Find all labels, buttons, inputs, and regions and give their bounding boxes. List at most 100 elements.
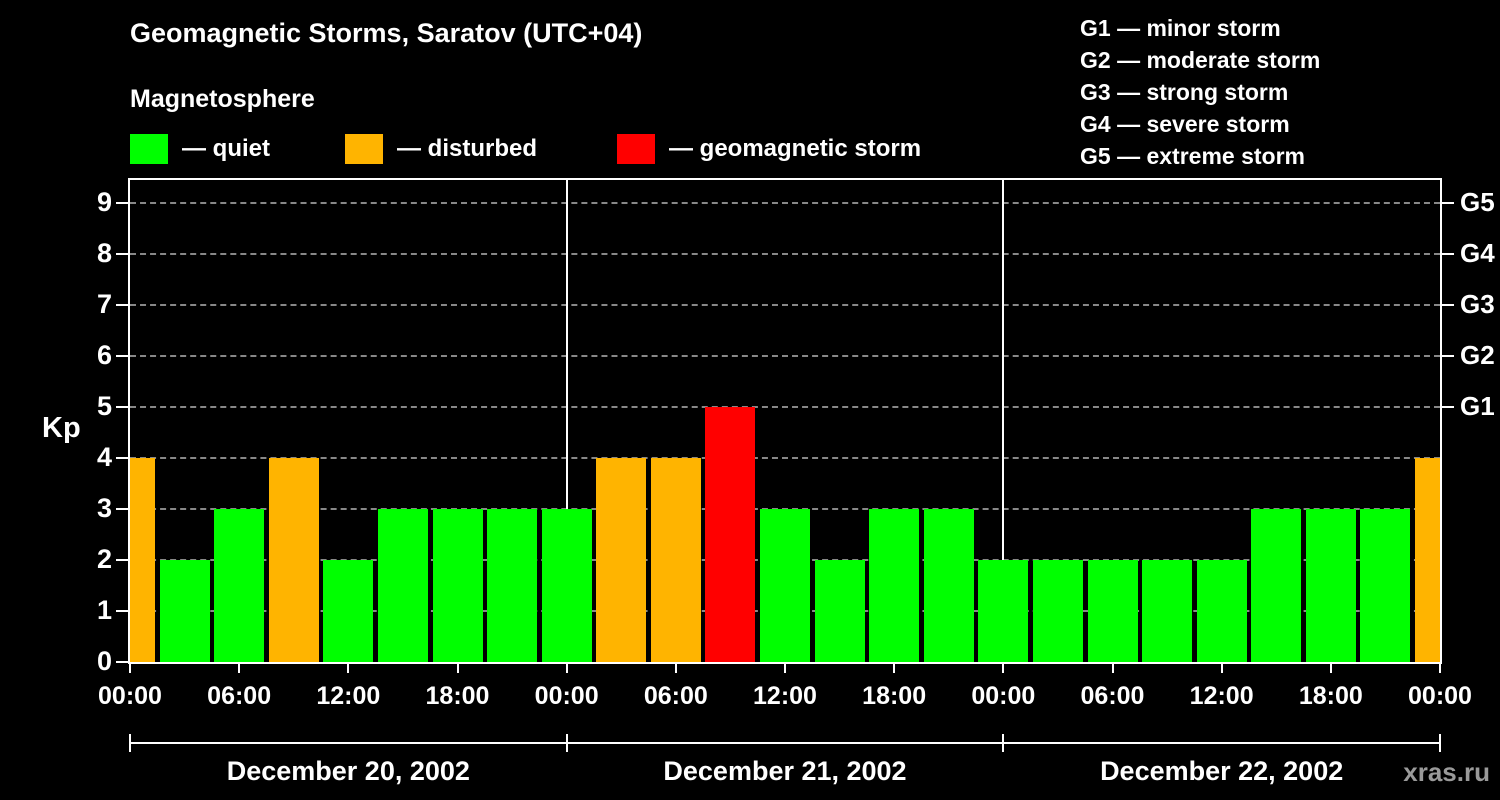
x-tick-label: 12:00 [316, 682, 381, 710]
g5-legend-line: G5 — extreme storm [1080, 143, 1305, 169]
x-tick [893, 664, 896, 673]
kp-bar-quiet [541, 509, 592, 662]
kp-bar-quiet [1251, 509, 1302, 662]
day-separator [565, 180, 568, 662]
y-tick [116, 304, 128, 306]
kp-bar-quiet [1360, 509, 1411, 662]
x-tick [1329, 664, 1332, 673]
kp-bar-disturbed [268, 458, 319, 662]
kp-bar-quiet [432, 509, 483, 662]
kp-bar-quiet [214, 509, 265, 662]
g2-legend-line: G2 — moderate storm [1080, 47, 1321, 73]
y-tick [116, 457, 128, 459]
gridline-kp6 [130, 355, 1440, 357]
x-tick-label: 06:00 [643, 682, 708, 710]
kp-bar-disturbed [130, 458, 155, 662]
kp-bar-quiet [1032, 560, 1083, 662]
day-separator [1002, 180, 1005, 662]
gridline-kp8 [130, 253, 1440, 255]
legend-quiet: — quiet [130, 133, 270, 165]
kp-bar-quiet [923, 509, 974, 662]
x-tick [238, 664, 241, 673]
y-tick-label-1: 1 [96, 595, 112, 625]
gridline-kp5 [130, 406, 1440, 408]
watermark: xras.ru [1403, 757, 1490, 787]
g1-legend-line: G1 — minor storm [1080, 15, 1281, 41]
x-tick-label: 00:00 [971, 682, 1036, 710]
x-tick-label: 18:00 [425, 682, 490, 710]
storm-swatch [617, 134, 655, 164]
g-label-G5: G5 [1460, 187, 1495, 217]
g-label-G2: G2 [1460, 340, 1495, 370]
y-axis-title: Kp [42, 412, 81, 444]
y-tick-label-7: 7 [96, 289, 112, 319]
gridline-kp7 [130, 304, 1440, 306]
y-tick [116, 355, 128, 357]
x-tick [347, 664, 350, 673]
legend-storm: — geomagnetic storm [617, 133, 921, 165]
g-tick [1442, 406, 1454, 408]
y-tick [116, 253, 128, 255]
x-tick-label: 12:00 [753, 682, 817, 710]
g-tick [1442, 355, 1454, 357]
y-tick-label-4: 4 [96, 442, 112, 472]
kp-bar-quiet [1196, 560, 1247, 662]
kp-bar-disturbed [1415, 458, 1440, 662]
g-label-G3: G3 [1460, 289, 1495, 319]
gridline-kp4 [130, 457, 1440, 459]
x-tick [784, 664, 786, 673]
y-tick-label-6: 6 [96, 340, 112, 370]
y-tick [116, 559, 128, 561]
kp-bar-quiet [978, 560, 1029, 662]
y-tick-label-0: 0 [96, 646, 112, 676]
date-axis-line [130, 742, 1440, 744]
g-tick [1442, 304, 1454, 306]
disturbed-swatch [345, 134, 383, 164]
legend-disturbed: — disturbed [345, 133, 537, 165]
x-tick [456, 664, 459, 673]
g4-legend-line: G4 — severe storm [1080, 111, 1290, 137]
x-tick-label: 18:00 [1298, 682, 1363, 710]
legend-storm-label: — geomagnetic storm [669, 135, 922, 162]
legend-disturbed-label: — disturbed [397, 135, 538, 162]
quiet-swatch [130, 134, 168, 164]
date-label: December 21, 2002 [663, 756, 907, 786]
x-tick-label: 06:00 [1080, 682, 1145, 710]
legend-quiet-label: — quiet [182, 135, 270, 162]
page-title: Geomagnetic Storms, Saratov (UTC+04) [130, 18, 643, 48]
x-tick-label: 00:00 [534, 682, 599, 710]
kp-bar-quiet [760, 509, 810, 662]
kp-bar-disturbed [650, 458, 701, 662]
kp-bar-quiet [323, 560, 374, 662]
g-label-G4: G4 [1460, 238, 1495, 268]
gridline-kp9 [130, 202, 1440, 204]
x-tick [1002, 664, 1005, 673]
g-tick [1442, 202, 1454, 204]
kp-bar-disturbed [596, 458, 647, 662]
date-label: December 20, 2002 [226, 756, 470, 786]
x-tick-label: 12:00 [1189, 682, 1254, 710]
kp-bar-quiet [1087, 560, 1138, 662]
g-scale-legend: G1 — minor storm G2 — moderate storm G3 … [1080, 12, 1320, 172]
kp-bar-quiet [1142, 560, 1193, 662]
x-tick [129, 664, 131, 673]
g-tick [1442, 253, 1454, 255]
kp-bar-quiet [159, 560, 210, 662]
magnetosphere-label: Magnetosphere [130, 85, 315, 113]
date-axis-tick [129, 734, 131, 752]
y-tick-label-2: 2 [96, 544, 112, 574]
y-tick-label-8: 8 [96, 238, 112, 268]
date-axis-tick [1002, 734, 1005, 752]
kp-bar-quiet [1305, 509, 1356, 662]
kp-bar-quiet [869, 509, 920, 662]
x-tick [1220, 664, 1223, 673]
x-tick [565, 664, 568, 673]
g-label-G1: G1 [1460, 391, 1495, 421]
y-tick-label-3: 3 [96, 493, 112, 523]
plot-area [130, 180, 1440, 662]
y-tick-label-9: 9 [96, 187, 112, 217]
x-tick-label: 00:00 [98, 682, 162, 710]
x-tick [674, 664, 677, 673]
kp-bar-storm [705, 407, 756, 662]
